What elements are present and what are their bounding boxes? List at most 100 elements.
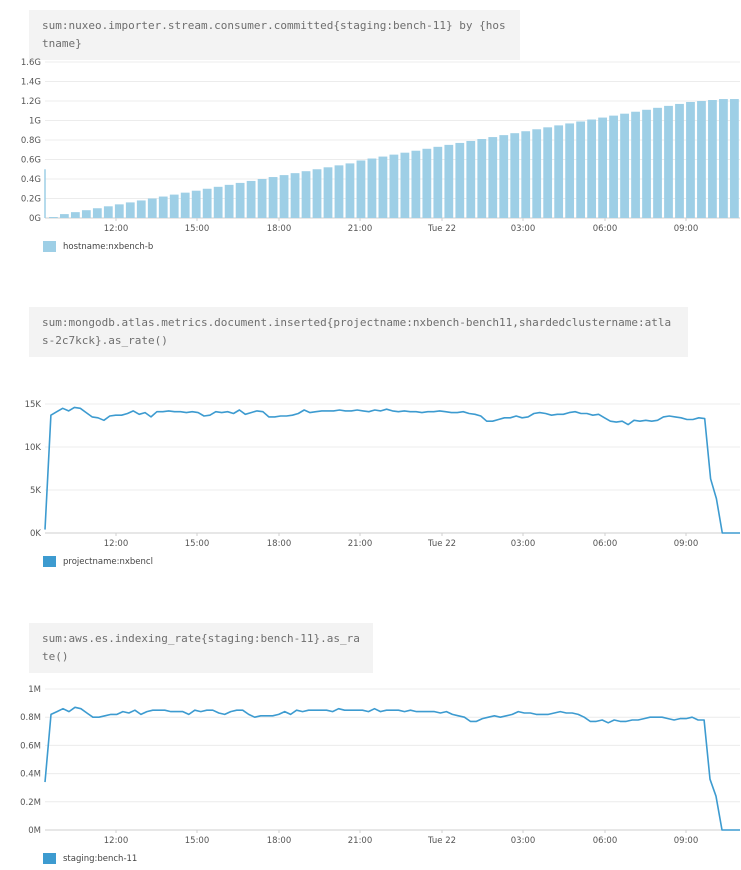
x-tick-label: 06:00: [593, 539, 618, 549]
bar: [180, 192, 190, 218]
bar: [543, 127, 553, 218]
x-tick-label: 06:00: [593, 836, 618, 846]
bar: [697, 101, 706, 218]
bar: [114, 204, 124, 218]
x-tick-label: 12:00: [104, 224, 129, 234]
bar: [268, 177, 278, 218]
legend-1: hostname:nxbench-b: [43, 241, 153, 252]
query-1: sum:nuxeo.importer.stream.consumer.commi…: [29, 10, 520, 60]
y-tick-label: 0.6G: [21, 156, 41, 166]
x-tick-label: 03:00: [511, 224, 536, 234]
x-tick-label: 15:00: [185, 836, 210, 846]
bar: [631, 111, 640, 218]
bar: [488, 137, 498, 218]
y-tick-label: 1G: [29, 117, 41, 127]
legend-swatch: [43, 241, 56, 252]
y-tick-label: 10K: [25, 443, 42, 453]
y-tick-label: 0.4M: [20, 770, 41, 780]
x-tick-label: 21:00: [348, 224, 373, 234]
bar: [356, 160, 366, 218]
bar: [70, 212, 80, 218]
y-tick-label: 0.6M: [20, 741, 41, 751]
bar: [257, 179, 267, 218]
bar: [323, 167, 333, 218]
bar: [422, 148, 432, 218]
bar: [411, 150, 421, 218]
bar: [477, 139, 487, 218]
y-tick-label: 0.8M: [20, 713, 41, 723]
bar: [290, 173, 300, 218]
series-line: [44, 706, 740, 831]
x-tick-label: 03:00: [511, 836, 536, 846]
bar: [213, 186, 223, 218]
legend-label: staging:bench-11: [63, 853, 138, 864]
bar: [103, 206, 113, 218]
x-tick-label: 06:00: [593, 224, 618, 234]
bar: [158, 196, 168, 218]
bar: [81, 210, 91, 218]
y-tick-label: 0.2G: [21, 195, 41, 205]
bar: [334, 165, 344, 218]
y-tick-label: 1.6G: [21, 58, 41, 68]
bar: [620, 113, 629, 218]
x-tick-label: Tue 22: [427, 539, 456, 549]
bar: [49, 217, 58, 218]
bar: [653, 107, 662, 218]
legend-label: hostname:nxbench-b: [63, 241, 154, 252]
y-tick-label: 0.2M: [20, 798, 41, 808]
bar: [191, 190, 201, 218]
bar: [433, 146, 443, 218]
bar: [378, 156, 388, 218]
y-tick-label: 1.4G: [21, 78, 41, 88]
bar: [235, 182, 245, 218]
chart-2: 0K 5K 10K 15K 12:00 15:00 18:00 21:00 Tue 22 03:0…: [0, 394, 741, 554]
x-tick-label: Tue 22: [427, 224, 456, 234]
y-tick-label: 5K: [30, 486, 41, 496]
bar: [664, 105, 673, 218]
x-tick-label: 18:00: [267, 539, 292, 549]
y-tick-label: 15K: [25, 400, 42, 410]
bar: [719, 99, 728, 218]
line-chart-svg: 0M 0.2M 0.4M 0.6M 0.8M 1M 12:00 15:00 18:00 21:00…: [20, 685, 740, 846]
chart-3: 0M 0.2M 0.4M 0.6M 0.8M 1M 12:00 15:00 18:00 21:00…: [0, 679, 741, 851]
legend-3: staging:bench-11: [43, 853, 137, 864]
legend-swatch: [43, 853, 56, 864]
bar-chart-svg: 0G 0.2G 0.4G 0.6G 0.8G 1G 1.2G 1.4G 1.6G 12:00 15:…: [21, 58, 740, 234]
bar: [301, 171, 311, 218]
chart-1: 0G 0.2G 0.4G 0.6G 0.8G 1G 1.2G 1.4G 1.6G 12:00 15:…: [0, 52, 741, 237]
y-tick-label: 1.2G: [21, 97, 41, 107]
bar: [136, 200, 146, 218]
bar: [609, 115, 618, 218]
bar: [587, 119, 597, 218]
bar: [147, 198, 157, 218]
bar: [598, 117, 607, 218]
bar: [389, 154, 399, 218]
legend-swatch: [43, 556, 56, 567]
bar: [576, 121, 586, 218]
bar: [510, 133, 520, 218]
bar: [312, 169, 322, 218]
bar: [499, 135, 509, 218]
bar: [642, 109, 651, 218]
x-tick-label: 03:00: [511, 539, 536, 549]
x-tick-label: 15:00: [185, 539, 210, 549]
x-tick-label: 12:00: [104, 836, 129, 846]
bar: [554, 125, 564, 218]
x-tick-label: Tue 22: [427, 836, 456, 846]
bar: [686, 101, 695, 218]
bar: [675, 103, 684, 218]
bar: [246, 180, 256, 218]
bar: [224, 184, 234, 218]
bar: [279, 175, 289, 218]
bar: [730, 99, 739, 218]
y-tick-label: 0M: [28, 826, 41, 836]
legend-2: projectname:nxbencl: [43, 556, 153, 567]
bar: [532, 129, 542, 218]
y-tick-label: 0K: [30, 529, 41, 539]
bar: [59, 214, 69, 218]
y-tick-label: 0.4G: [21, 175, 41, 185]
bar: [400, 152, 410, 218]
bar: [169, 194, 179, 218]
y-tick-label: 0.8G: [21, 136, 41, 146]
bar: [565, 123, 575, 218]
